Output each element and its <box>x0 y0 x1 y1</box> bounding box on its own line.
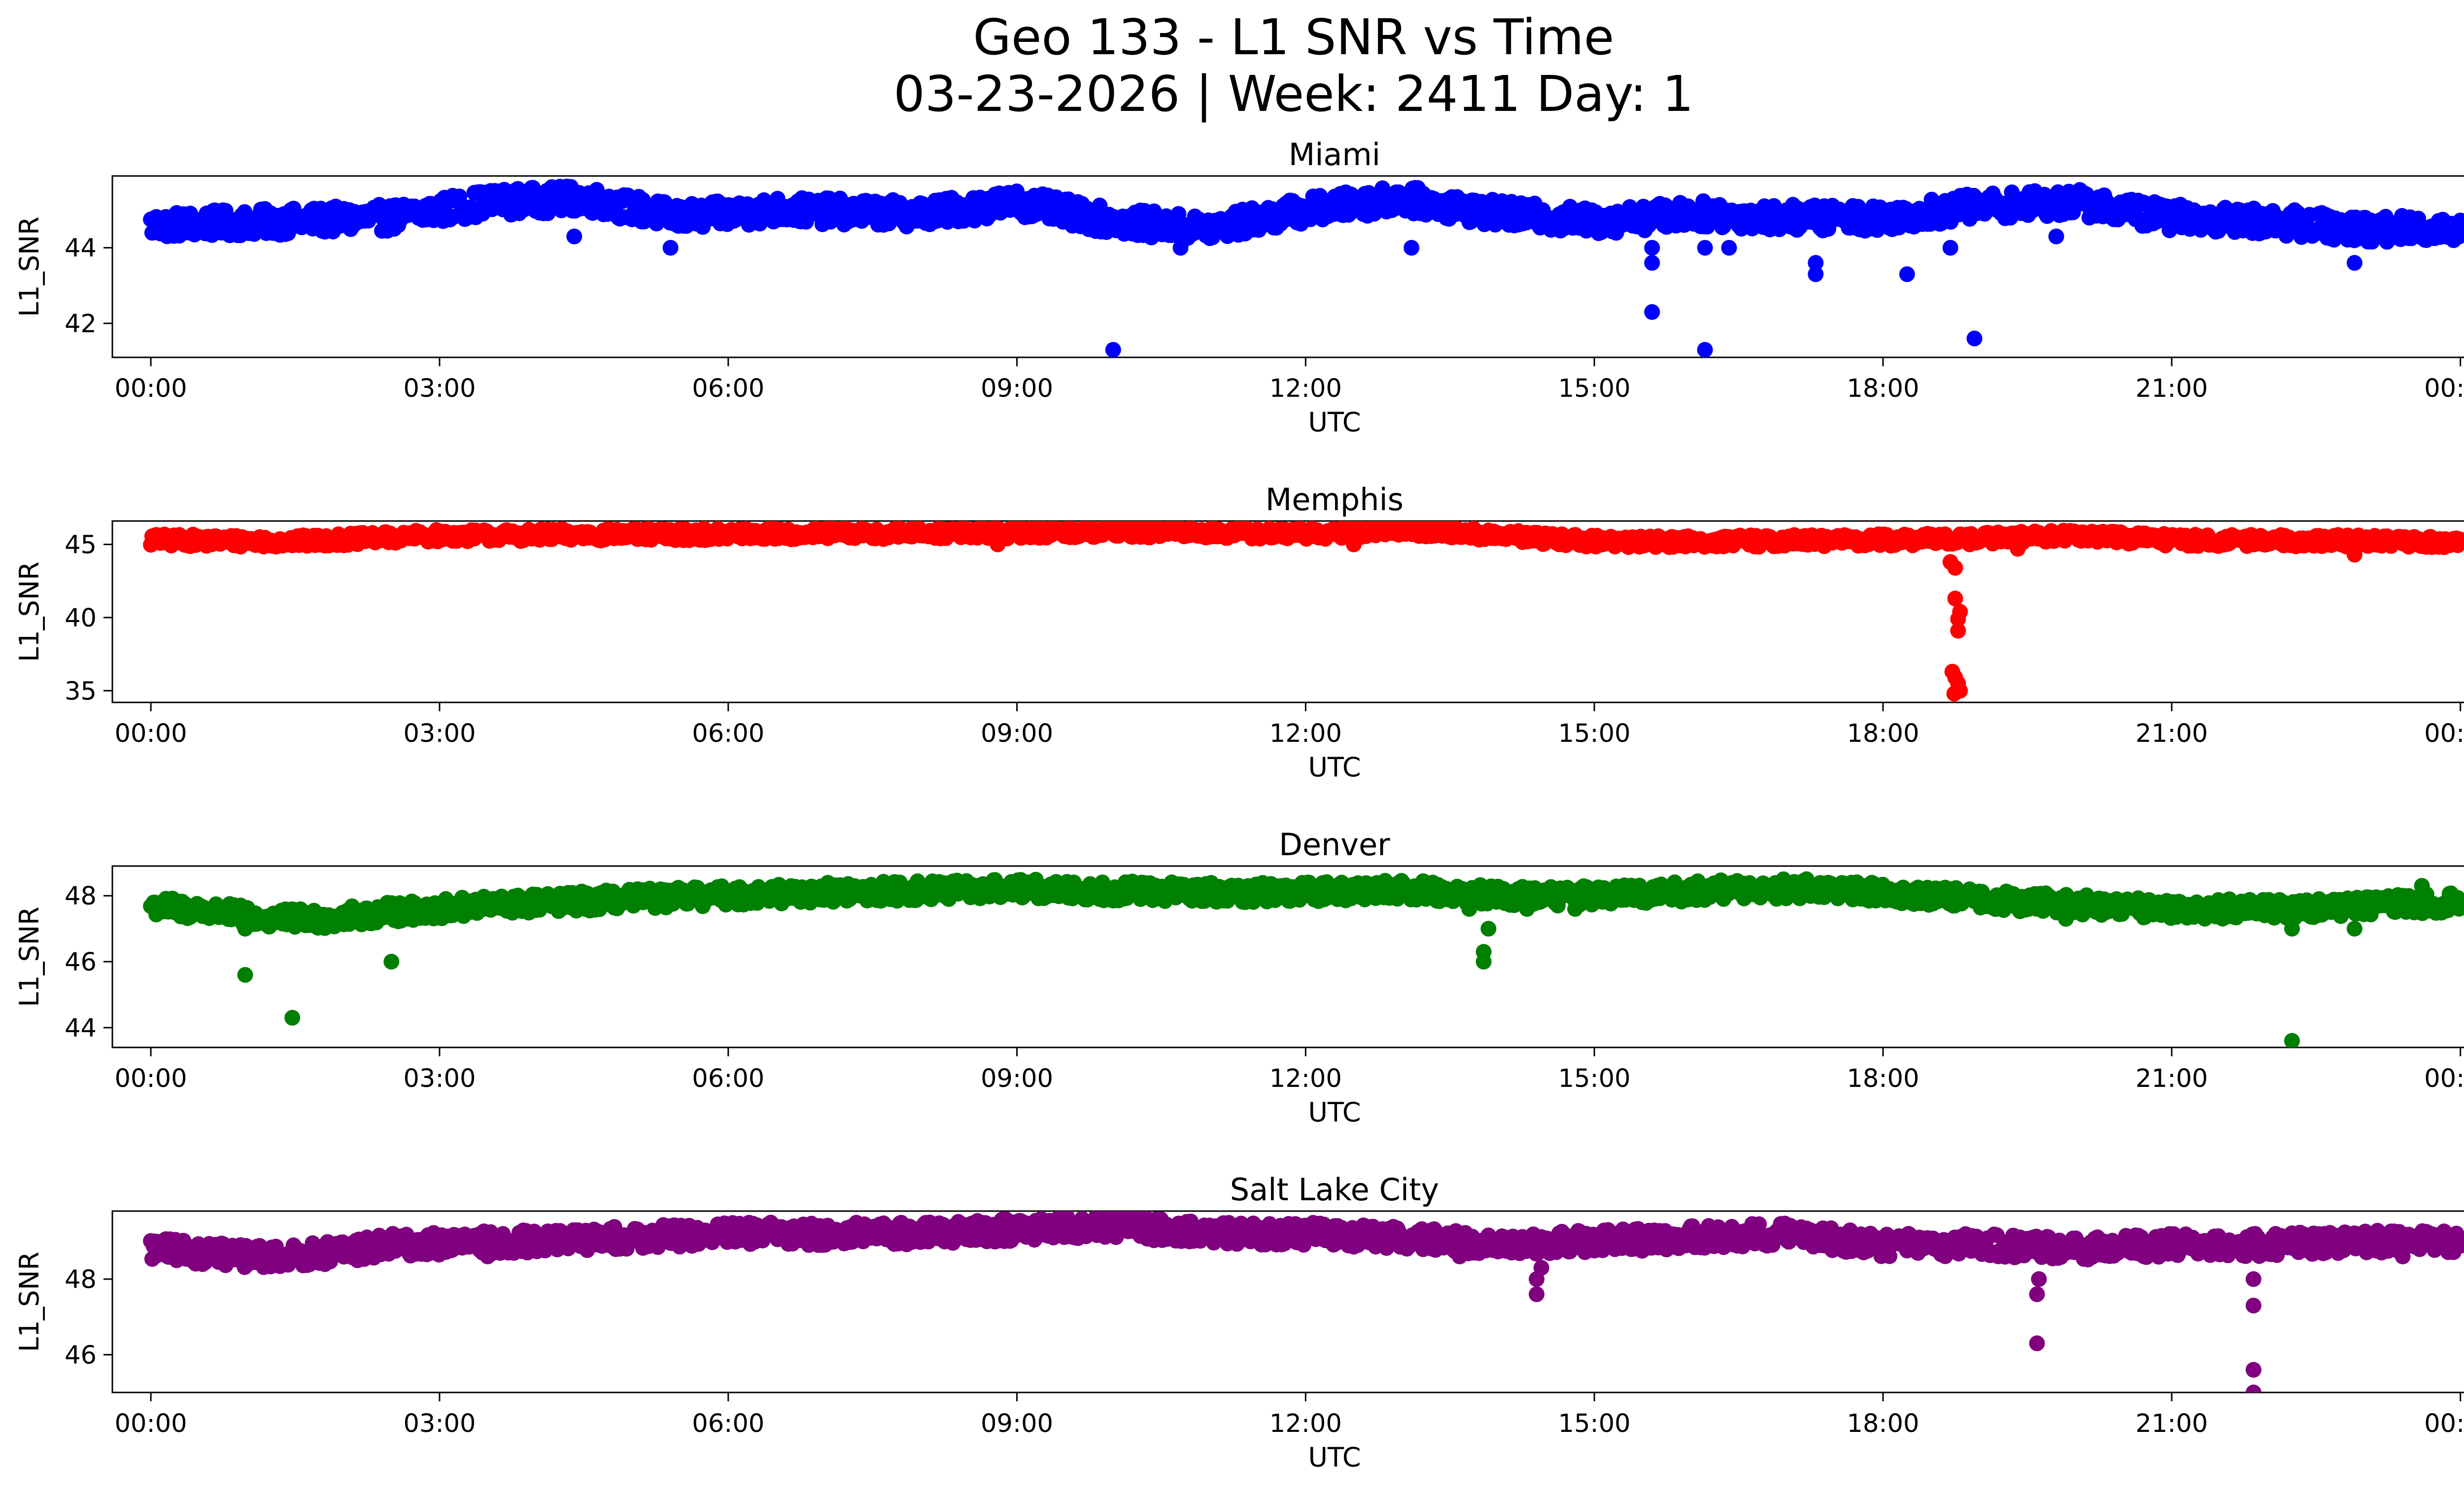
outlier-point <box>1808 266 1824 282</box>
outlier-point <box>1899 266 1915 282</box>
outlier-point <box>1946 686 1962 702</box>
outlier-point <box>1697 342 1713 357</box>
outlier-point <box>1950 623 1966 639</box>
outlier-point <box>1942 240 1958 256</box>
data-point <box>2452 212 2464 229</box>
chart-subtitle: 03-23-2026 | Week: 2411 Day: 1 <box>893 65 1693 123</box>
x-tick-label: 06:00 <box>692 374 764 403</box>
outlier-point <box>2048 228 2064 244</box>
outlier-point <box>2010 541 2026 557</box>
y-tick-label: 35 <box>65 677 97 706</box>
x-tick-label: 21:00 <box>2135 719 2208 748</box>
panel-miami: Miami 00:00 03:00 06:00 09:00 12:00 15:00 18:00… <box>14 137 2464 438</box>
outlier-point <box>1172 240 1189 256</box>
x-tick-label: 15:00 <box>1558 374 1631 403</box>
axes-frame <box>111 520 2464 703</box>
outlier-point <box>1808 255 1824 271</box>
panels: Miami 00:00 03:00 06:00 09:00 12:00 15:00 18:00… <box>14 137 2464 1473</box>
data-point <box>2451 228 2464 244</box>
x-tick-label: 21:00 <box>2135 374 2208 403</box>
outlier-point <box>1947 591 1963 607</box>
y-tick-label: 44 <box>65 234 97 263</box>
x-tick-label: 00:00 <box>115 374 187 403</box>
x-tick-label: 03:00 <box>403 719 476 748</box>
outlier-point <box>1947 560 1963 576</box>
x-axis-label: UTC <box>1308 407 1361 438</box>
x-tick-label: 06:00 <box>692 719 764 748</box>
data-point <box>2452 532 2464 548</box>
x-tick-label: 18:00 <box>1847 719 1919 748</box>
outlier-point <box>1105 342 1121 357</box>
panel-title: Memphis <box>1266 482 1403 518</box>
outlier-point <box>2346 547 2362 563</box>
x-tick-label: 09:00 <box>981 374 1053 403</box>
outlier-point <box>1952 604 1968 620</box>
chart-title: Geo 133 - L1 SNR vs Time <box>973 8 1614 66</box>
panel-title: Denver <box>1279 827 1390 863</box>
axes-frame <box>111 865 2464 1048</box>
panel-memphis: Memphis 00:00 03:00 06:00 09:00 12:00 15:00 18:… <box>14 482 2464 783</box>
outlier-point <box>1644 255 1660 271</box>
outlier-point <box>566 228 582 244</box>
outlier-point <box>662 240 679 256</box>
outlier-point <box>1644 304 1660 320</box>
x-tick-label: 12:00 <box>1269 374 1342 403</box>
outlier-point <box>1403 240 1420 256</box>
outlier-point <box>990 536 1006 553</box>
scatter-points <box>143 521 2464 702</box>
x-tick-label: 00:00 <box>2424 374 2464 403</box>
x-tick-label: 12:00 <box>1269 719 1342 748</box>
y-tick-label: 40 <box>65 604 97 633</box>
outlier-point <box>1966 330 1983 347</box>
outlier-point <box>1346 536 1362 553</box>
y-tick-label: 42 <box>65 310 97 339</box>
x-tick-label: 09:00 <box>981 719 1053 748</box>
x-tick-label: 00:00 <box>115 719 187 748</box>
y-tick-label: 45 <box>65 530 97 559</box>
outlier-point <box>2346 255 2362 271</box>
x-tick-label: 15:00 <box>1558 719 1631 748</box>
outlier-point <box>1721 240 1737 256</box>
x-tick-label: 00:00 <box>2424 719 2464 748</box>
x-tick-label: 03:00 <box>403 374 476 403</box>
axes-frame <box>111 175 2464 358</box>
y-axis-label: L1_SNR <box>14 561 45 662</box>
y-axis-label: L1_SNR <box>14 216 45 317</box>
outlier-point <box>1697 240 1713 256</box>
x-axis-label: UTC <box>1308 752 1361 783</box>
scatter-points <box>143 178 2464 357</box>
panel-title: Miami <box>1289 137 1380 173</box>
scatter-points <box>143 871 2464 1047</box>
x-tick-label: 18:00 <box>1847 374 1919 403</box>
outlier-point <box>1644 240 1660 256</box>
